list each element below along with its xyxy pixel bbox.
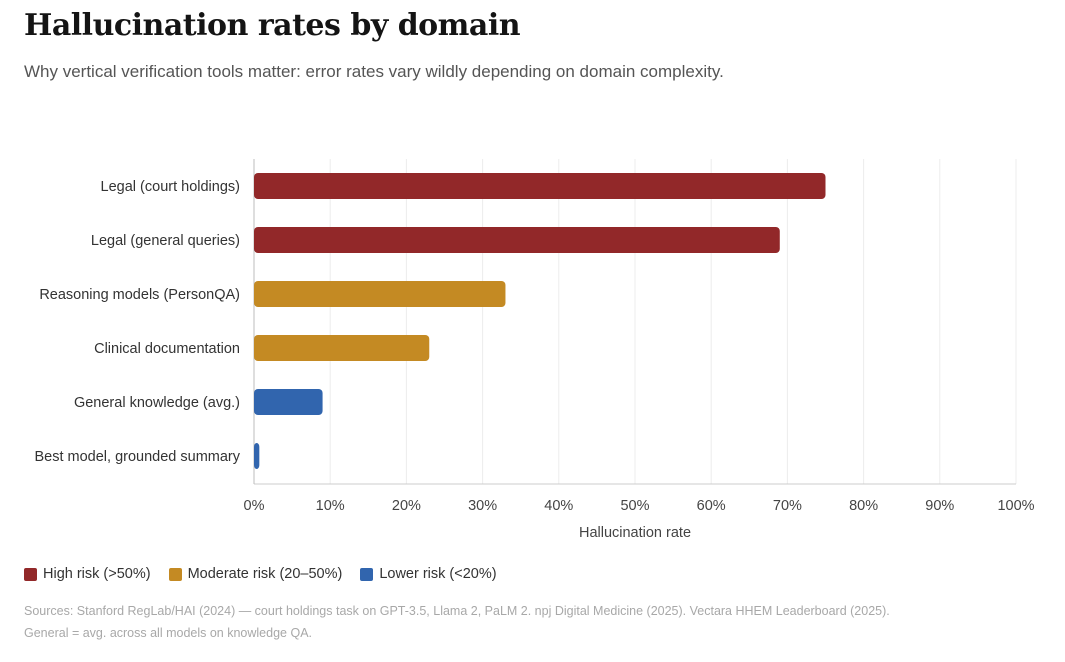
category-label: Best model, grounded summary <box>34 449 240 465</box>
category-label: General knowledge (avg.) <box>74 395 240 411</box>
x-tick-label: 70% <box>773 498 802 514</box>
chart-subtitle: Why vertical verification tools matter: … <box>24 62 724 81</box>
x-tick-label: 20% <box>392 498 421 514</box>
x-axis-title: Hallucination rate <box>579 525 691 541</box>
bar-chart: 0% 10% 20% 30% 40% 50% 60% 70% 80% 90% 100% Legal (… <box>34 159 1035 541</box>
x-tick-label: 10% <box>316 498 345 514</box>
bar-4 <box>254 389 323 415</box>
bar-1 <box>254 227 780 253</box>
bar-5 <box>254 443 260 469</box>
x-tick-label: 50% <box>620 498 649 514</box>
x-tick-label: 40% <box>544 498 573 514</box>
legend-swatch-lower <box>360 567 374 581</box>
bar-0 <box>254 173 826 199</box>
legend-item-moderate: Moderate risk (20–50%) <box>168 566 343 582</box>
legend-item-lower: Lower risk (<20%) <box>360 566 497 582</box>
x-tick-label: 30% <box>468 498 497 514</box>
sources-note: Sources: Stanford RegLab/HAI (2024) — co… <box>24 600 1044 644</box>
x-tick-label: 100% <box>997 498 1034 514</box>
legend-swatch-high <box>24 567 37 581</box>
category-label: Reasoning models (PersonQA) <box>39 287 240 303</box>
category-label: Clinical documentation <box>94 341 240 357</box>
chart-title: Hallucination rates by domain <box>24 8 521 43</box>
legend-label-lower: Lower risk (<20%) <box>379 566 497 582</box>
x-tick-label: 0% <box>244 498 265 514</box>
x-tick-label: 60% <box>697 498 726 514</box>
bar-3 <box>254 335 430 361</box>
legend-swatch-moderate <box>168 567 182 581</box>
legend-item-high: High risk (>50%) <box>24 566 151 582</box>
legend-label-high: High risk (>50%) <box>43 566 151 582</box>
legend-label-moderate: Moderate risk (20–50%) <box>187 566 343 582</box>
category-label: Legal (general queries) <box>91 233 240 249</box>
x-tick-label: 80% <box>849 498 878 514</box>
sources-line-1: Sources: Stanford RegLab/HAI (2024) — co… <box>24 604 890 618</box>
legend: High risk (>50%) Moderate risk (20–50%) … <box>24 566 497 582</box>
sources-line-2: General = avg. across all models on know… <box>24 626 313 640</box>
category-label: Legal (court holdings) <box>101 179 240 195</box>
x-tick-label: 90% <box>925 498 954 514</box>
bar-2 <box>254 281 506 307</box>
